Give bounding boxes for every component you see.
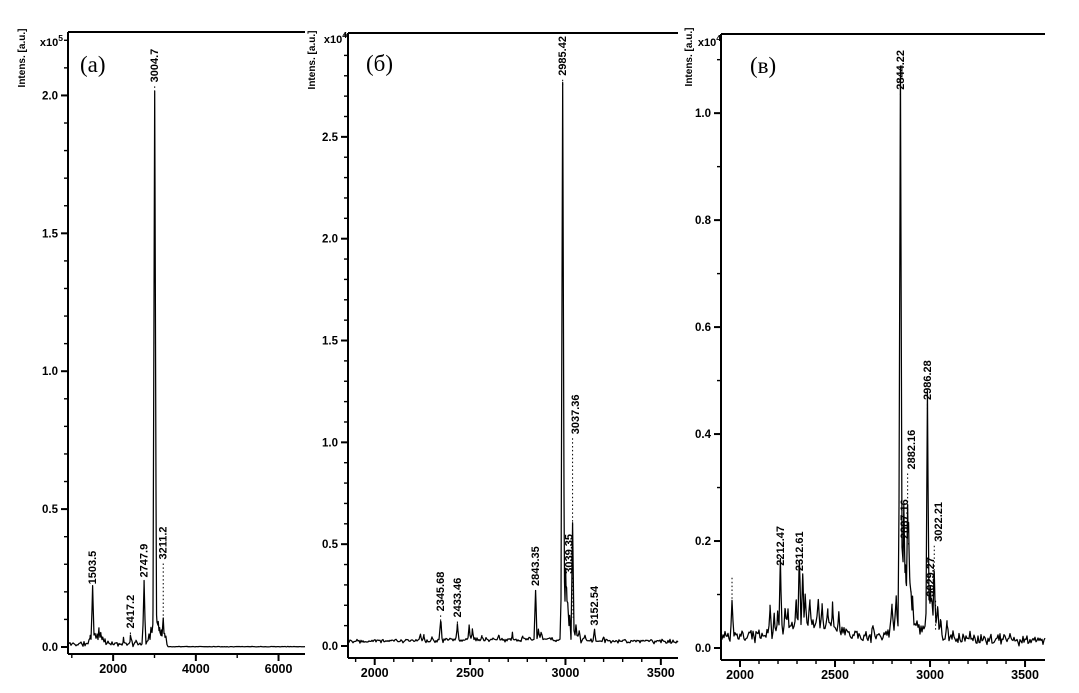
peak-label: 2747.9 bbox=[139, 544, 151, 578]
y-tick-label: 1.0 bbox=[42, 366, 58, 378]
y-tick-label: 0.6 bbox=[695, 322, 711, 334]
peak-annotations-a: 1503.5 2417.2 2747.9 3004.7 3211.2 bbox=[87, 49, 170, 640]
peak-label: 3022.21 bbox=[933, 502, 945, 542]
spectrum-trace bbox=[720, 65, 1046, 647]
peak-label: 2985.42 bbox=[557, 36, 569, 76]
axes-a: 0.0 0.5 1.0 1.5 2.0 2000 4000 6000 bbox=[42, 31, 305, 676]
x-tick-label: 3000 bbox=[552, 666, 580, 680]
panel-a: 0.0 0.5 1.0 1.5 2.0 2000 4000 6000 Intens. [a.u.… bbox=[17, 29, 306, 676]
x-tick-label: 2000 bbox=[726, 668, 754, 682]
y-tick-label: 0.8 bbox=[695, 215, 712, 227]
peak-annotations-v: 2212.47 2312.61 2844.22 2882.16 2887.16 2986.… bbox=[731, 50, 945, 631]
y-scale-label: x104 bbox=[324, 30, 347, 46]
peak-label: 3211.2 bbox=[158, 526, 170, 559]
peak-label: 3004.7 bbox=[149, 49, 161, 83]
peak-label: 2844.22 bbox=[895, 50, 907, 90]
y-axis-label: Intens. [a.u.] bbox=[684, 28, 695, 87]
peak-label: 2417.2 bbox=[125, 595, 137, 629]
peak-label: 3039.35 bbox=[563, 534, 575, 574]
y-tick-label: 0.0 bbox=[695, 643, 711, 655]
panel-letter: (в) bbox=[750, 53, 776, 78]
x-tick-label: 3500 bbox=[647, 666, 675, 680]
x-tick-label: 2000 bbox=[361, 666, 389, 680]
y-scale-label: x105 bbox=[40, 33, 63, 49]
y-tick-label: 1.5 bbox=[42, 228, 59, 240]
axes-b: 0.0 0.5 1.0 1.5 2.0 2.5 2000 2500 3000 3500 bbox=[322, 32, 678, 680]
y-tick-label: 0.4 bbox=[695, 429, 712, 441]
x-tick-label: 3000 bbox=[916, 668, 944, 682]
peak-annotations-b: 2345.68 2433.46 2843.35 2985.42 3037.36 3039.… bbox=[435, 36, 601, 635]
peak-label: 2212.47 bbox=[775, 526, 787, 566]
spectrum-trace bbox=[347, 81, 679, 645]
peak-label: 1503.5 bbox=[87, 551, 99, 585]
peak-label: 2887.16 bbox=[899, 499, 911, 539]
y-tick-label: 0.5 bbox=[322, 539, 339, 551]
x-tick-label: 2000 bbox=[99, 662, 127, 676]
axes-v: 0.0 0.2 0.4 0.6 0.8 1.0 2000 2500 3000 3500 bbox=[695, 33, 1045, 682]
x-tick-label: 2500 bbox=[456, 666, 484, 680]
y-tick-label: 1.0 bbox=[322, 437, 338, 449]
y-tick-label: 0.2 bbox=[695, 536, 711, 548]
peak-label: 2433.46 bbox=[452, 578, 464, 618]
panel-letter: (а) bbox=[80, 52, 106, 77]
panel-b: 0.0 0.5 1.0 1.5 2.0 2.5 2000 2500 3000 3500 Intens… bbox=[307, 30, 679, 680]
y-tick-label: 0.5 bbox=[42, 504, 59, 516]
y-tick-label: 0.0 bbox=[42, 642, 58, 654]
y-scale-label: x104 bbox=[698, 33, 721, 49]
y-tick-label: 2.5 bbox=[322, 132, 339, 144]
peak-label: 2345.68 bbox=[435, 572, 447, 612]
y-tick-label: 0.0 bbox=[322, 641, 338, 653]
peak-label: 2986.28 bbox=[922, 360, 934, 400]
x-tick-label: 4000 bbox=[182, 662, 210, 676]
y-axis-label: Intens. [a.u.] bbox=[307, 31, 318, 90]
peak-label: 3029.27 bbox=[925, 557, 937, 597]
panel-letter: (б) bbox=[366, 51, 393, 76]
y-tick-label: 1.0 bbox=[695, 108, 711, 120]
y-tick-label: 2.0 bbox=[42, 90, 58, 102]
peak-label: 2843.35 bbox=[530, 546, 542, 586]
peak-label: 2882.16 bbox=[906, 430, 918, 470]
y-tick-label: 2.0 bbox=[322, 234, 338, 246]
x-tick-label: 6000 bbox=[265, 662, 293, 676]
y-tick-label: 1.5 bbox=[322, 336, 339, 348]
peak-label: 2312.61 bbox=[794, 531, 806, 571]
peak-label: 3037.36 bbox=[570, 394, 582, 434]
y-axis-label: Intens. [a.u.] bbox=[17, 29, 28, 88]
x-tick-label: 3500 bbox=[1011, 668, 1039, 682]
panel-v: 0.0 0.2 0.4 0.6 0.8 1.0 2000 2500 3000 3500 Intens… bbox=[684, 28, 1046, 682]
x-tick-label: 2500 bbox=[821, 668, 849, 682]
spectrum-trace bbox=[67, 90, 306, 648]
peak-label: 3152.54 bbox=[589, 585, 601, 626]
